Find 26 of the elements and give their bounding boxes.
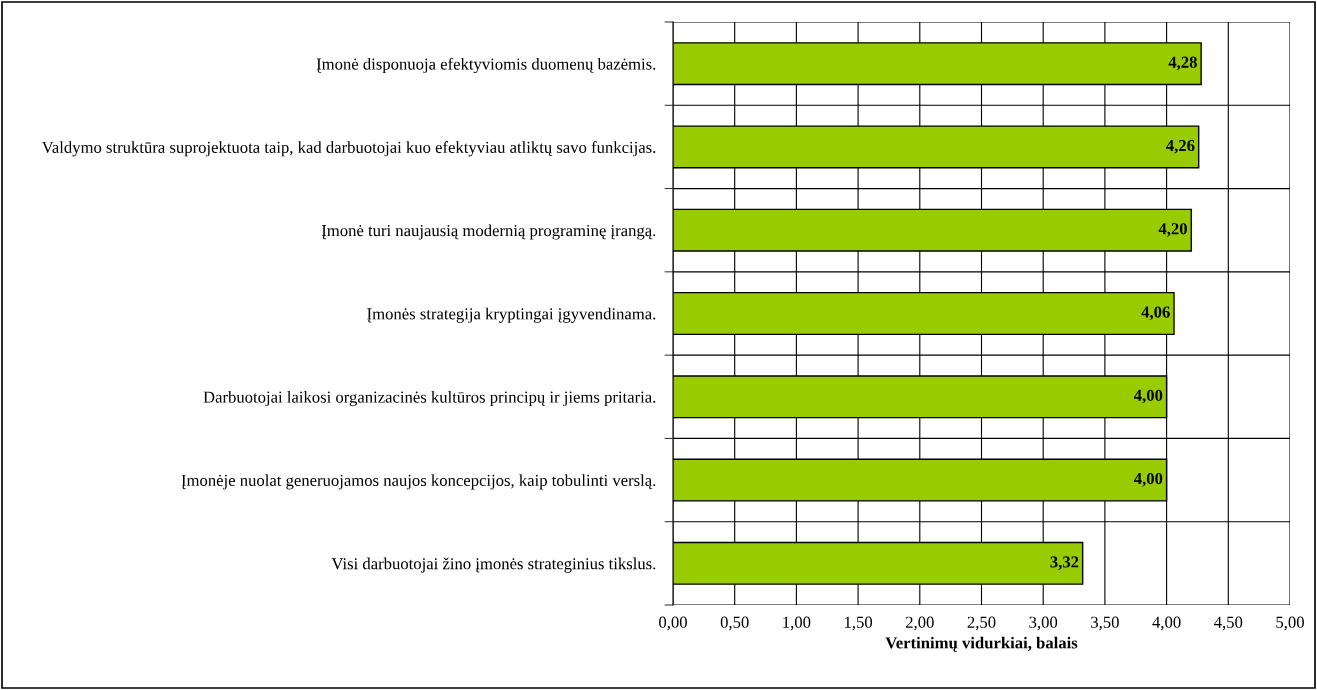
data-label: 4,26: [1166, 139, 1195, 154]
y-tick-label: Įmonėje nuolat generuojamos naujos koncepcijos, kaip tobulinti verslą.: [181, 474, 656, 490]
x-tick-label: 3,00: [1029, 616, 1058, 631]
x-tick-label: 5,00: [1276, 616, 1304, 631]
y-tick-label: Valdymo struktūra suprojektuota taip, kad darbuotojai kuo efektyviau atliktų savo funkcijas.: [41, 141, 656, 157]
x-tick-label: 4,00: [1152, 616, 1181, 631]
x-tick-label: 1,50: [844, 616, 873, 631]
x-axis-title: Vertinimų vidurkiai, balais: [885, 636, 1078, 652]
data-label: 3,32: [1050, 556, 1079, 570]
y-tick-label: Įmonės strategija kryptingai įgyvendinama.: [367, 307, 656, 323]
data-label: 4,20: [1158, 223, 1187, 237]
y-tick-label: Darbuotojai laikosi organizacinės kultūros principų ir jiems pritaria.: [203, 391, 656, 407]
data-label: 4,00: [1133, 473, 1163, 487]
data-label: 4,00: [1133, 389, 1163, 404]
x-tick-label: 3,50: [1091, 616, 1119, 631]
y-tick-label: Įmonė disponuoja efektyviomis duomenų bazėmis.: [316, 57, 656, 74]
x-tick-label: 4,50: [1214, 616, 1243, 631]
y-tick-label: Įmonė turi naujausią modernią programinę įrangą.: [321, 224, 656, 240]
x-tick-label: 2,00: [905, 616, 934, 631]
data-label: 4,28: [1168, 56, 1197, 71]
x-tick-label: 0,00: [659, 616, 687, 631]
x-tick-label: 0,50: [720, 616, 749, 631]
x-tick-label: 2,50: [967, 616, 996, 631]
data-label: 4,06: [1141, 306, 1170, 321]
y-tick-label: Visi darbuotojai žino įmonės strateginius tikslus.: [331, 557, 656, 573]
x-tick-label: 1,00: [783, 616, 811, 631]
